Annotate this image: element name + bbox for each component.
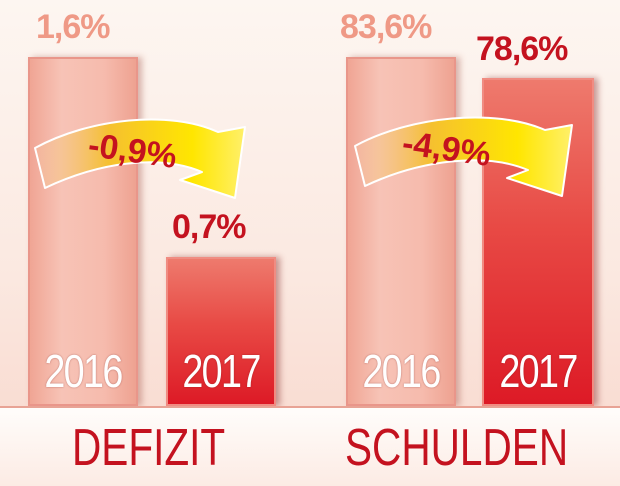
schulden-bar-2016: 2016	[346, 57, 456, 406]
baseline	[0, 406, 620, 408]
category-label-defizit: DEFIZIT	[72, 419, 226, 477]
category-footer	[0, 408, 620, 486]
defizit-change-arrow-icon	[34, 118, 246, 199]
schulden-change-arrow-icon	[354, 116, 573, 197]
defizit-year-2016: 2016	[44, 345, 123, 397]
defizit-bar-2016: 2016	[28, 57, 138, 406]
schulden-2017-value: 78,6%	[476, 30, 568, 68]
defizit-2017-value: 0,7%	[172, 208, 246, 246]
defizit-year-2017: 2017	[182, 345, 261, 397]
schulden-year-2016: 2016	[362, 345, 441, 397]
defizit-bar-2017: 2017	[166, 257, 276, 406]
schulden-2016-value: 83,6%	[340, 8, 432, 46]
defizit-2016-value: 1,6%	[36, 8, 110, 46]
category-label-schulden: SCHULDEN	[345, 419, 569, 477]
schulden-year-2017: 2017	[499, 345, 578, 397]
chart-area: 1,6% 2016 0,7% 2017 83,6% 2016 78,6% 201…	[28, 8, 594, 406]
